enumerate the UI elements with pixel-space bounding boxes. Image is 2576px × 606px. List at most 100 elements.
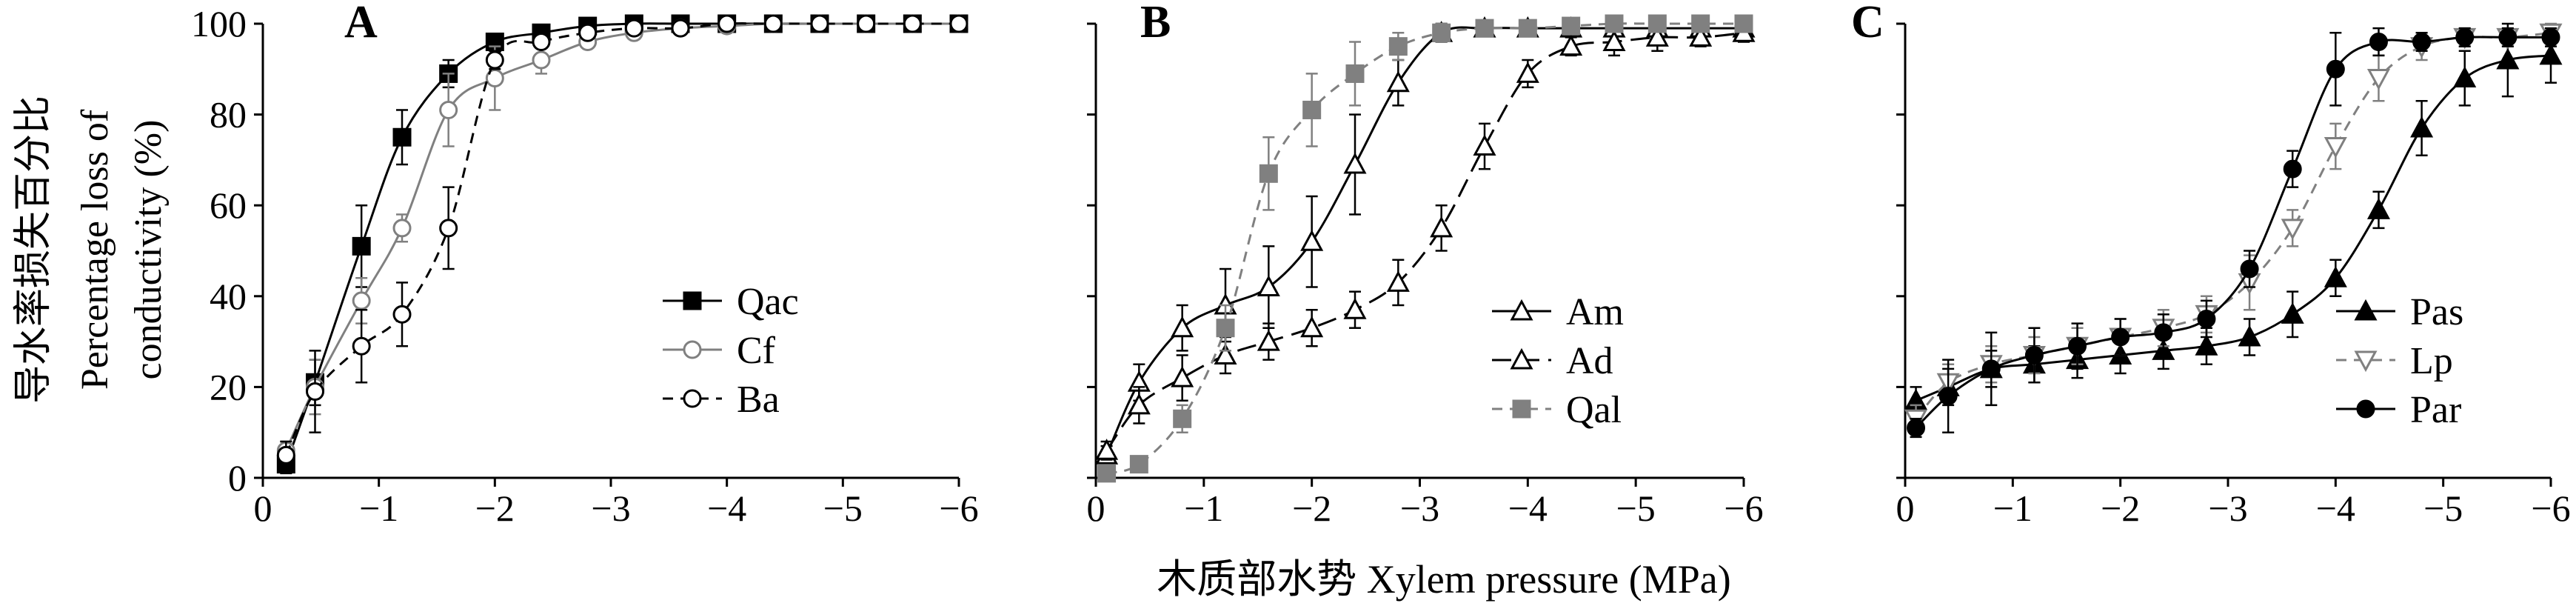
data-point [276,445,295,465]
legend-entry-cf: Cf [663,330,776,372]
series-line [1105,31,1744,452]
data-point [1907,419,1926,438]
data-point [1518,19,1537,38]
data-point [2024,345,2044,364]
series-qac [276,14,968,475]
data-point [1216,319,1235,338]
legend-entry-qac: Qac [663,281,799,323]
data-point [1562,16,1581,36]
data-point [1430,216,1453,238]
data-point [1171,316,1194,338]
data-point [2111,327,2130,347]
x-tick-label: −4 [707,487,746,529]
legend-marker [1512,399,1531,419]
legend-marker [2356,399,2375,419]
data-point [1343,298,1367,319]
data-point [857,14,876,33]
data-point [2539,43,2563,65]
data-point [1645,25,1669,47]
data-point [2281,302,2304,324]
y-axis-label-en-line1: Percentage loss of [74,109,116,390]
data-point [2541,27,2560,47]
x-tick-label: −6 [939,487,978,529]
x-tick-label: −5 [823,487,863,529]
data-point [1386,70,1410,93]
data-point [532,33,551,52]
data-point [2240,259,2259,279]
series-line [1105,26,1744,456]
series-line [1915,54,2552,402]
data-point [392,304,412,324]
data-point [1259,164,1278,183]
legend-label: Qal [1566,389,1622,431]
x-tick-label: −1 [1184,487,1223,529]
data-point [392,219,412,238]
legend-marker [1510,299,1533,321]
data-point [1559,34,1583,56]
y-axis-label-cn: 导水率损失百分比 [13,96,55,404]
data-point [2324,137,2347,159]
data-point [352,336,371,356]
x-tick-label: −2 [2101,487,2140,529]
data-point [2453,66,2477,88]
legend-label: Am [1566,291,1624,333]
y-tick-label: 60 [210,184,247,226]
data-point [1300,316,1324,338]
legend-label: Ba [737,379,780,421]
data-point [2369,33,2388,52]
data-point [2455,27,2475,47]
data-point [2324,266,2347,287]
x-tick-label: −5 [1616,487,1656,529]
data-point [2496,47,2520,70]
panels: 0 −1 −2 −3 −4 −5 −6 0 20 40 60 80 100 A Qac Cf Ba 0 −1 −2 −3… [191,0,2571,529]
legend-entry-am: Am [1492,291,1624,333]
data-point [671,19,690,38]
legend-marker [2354,350,2378,373]
data-point [1173,409,1192,428]
panel-c: 0 −1 −2 −3 −4 −5 −6 C Pas Lp Par [1851,0,2571,529]
x-tick-label: 0 [1087,487,1105,529]
data-point [2410,116,2434,138]
x-tick-label: −1 [1993,487,2033,529]
data-point [439,219,458,238]
data-point [2498,27,2518,47]
data-point [485,50,504,70]
data-point [1516,61,1539,83]
data-point [1386,270,1410,292]
data-point [1981,359,2001,379]
legend-label: Par [2410,389,2461,431]
data-point [2197,309,2216,328]
panel-b: 0 −1 −2 −3 −4 −5 −6 B Am Ad Qal [1087,0,1764,529]
x-tick-label: 0 [254,487,272,529]
data-point [485,69,504,88]
legend-marker [683,291,702,310]
data-point [1388,37,1408,56]
legend-label: Lp [2410,340,2453,382]
data-point [2195,334,2218,356]
data-point [1473,134,1496,156]
data-point [1647,14,1667,33]
data-point [1432,23,1451,42]
y-tick-label: 80 [210,94,247,136]
data-point [1127,393,1151,415]
series-pas [1904,22,2563,416]
x-tick-label: −4 [1508,487,1548,529]
x-tick-label: −2 [1292,487,1331,529]
series-qal [1097,14,1753,483]
data-point [2281,219,2304,240]
panel-label: C [1851,0,1884,47]
x-tick-label: −3 [1400,487,1439,529]
data-point [392,127,412,147]
x-tick-label: 0 [1896,487,1915,529]
y-tick-label: 20 [210,366,247,407]
x-tick-label: −2 [475,487,515,529]
data-point [763,14,783,33]
x-tick-label: −4 [2316,487,2355,529]
data-point [1343,152,1367,174]
data-point [1300,230,1324,251]
series-par [1907,27,2560,439]
series-line [284,22,959,456]
legend-label: Qac [737,281,799,323]
data-point [2366,69,2390,90]
data-point [2366,198,2390,219]
